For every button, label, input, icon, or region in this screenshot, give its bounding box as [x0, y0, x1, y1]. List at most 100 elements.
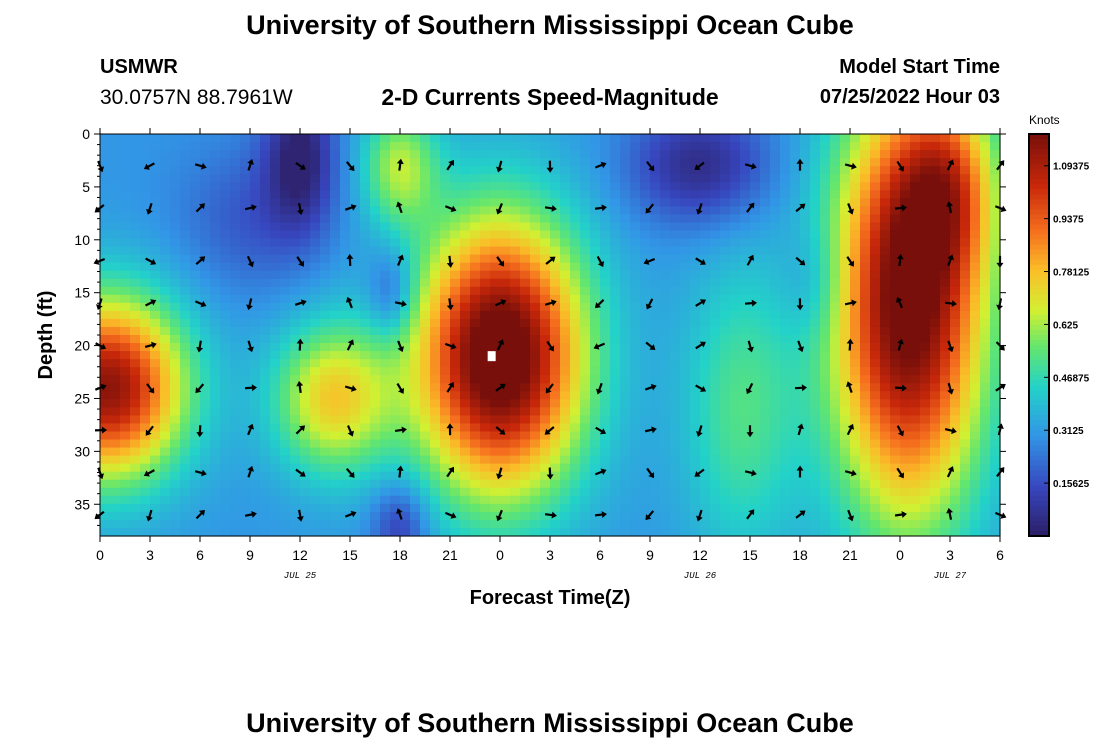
heat-cell — [500, 182, 511, 191]
heat-cell — [440, 471, 451, 481]
heat-cell — [300, 527, 311, 537]
heat-cell — [100, 399, 111, 408]
y-tick-label: 30 — [74, 443, 90, 459]
heat-cell — [410, 503, 421, 513]
heat-cell — [570, 134, 581, 143]
heat-cell — [780, 463, 791, 473]
heat-cell — [340, 190, 351, 199]
heat-cell — [520, 391, 531, 400]
heat-cell — [400, 286, 411, 296]
heat-cell — [170, 294, 181, 304]
heat-cell — [940, 439, 951, 449]
heat-cell — [670, 391, 681, 400]
heat-cell — [310, 447, 321, 457]
heat-cell — [240, 238, 251, 248]
heat-cell — [860, 190, 871, 199]
heat-cell — [890, 134, 901, 143]
heat-cell — [920, 407, 931, 416]
heat-cell — [940, 254, 951, 264]
heat-cell — [480, 302, 491, 312]
heat-cell — [100, 326, 111, 336]
heat-cell — [830, 479, 841, 489]
heat-cell — [690, 262, 701, 272]
heat-cell — [650, 423, 661, 433]
heat-cell — [330, 367, 341, 376]
heat-cell — [540, 198, 551, 207]
heat-cell — [250, 302, 261, 312]
heat-cell — [910, 158, 921, 167]
heat-cell — [290, 343, 301, 352]
heat-cell — [740, 278, 751, 288]
heat-cell — [380, 206, 391, 215]
heat-cell — [290, 359, 301, 368]
heat-cell — [530, 335, 541, 344]
heat-cell — [500, 206, 511, 215]
heat-cell — [520, 150, 531, 159]
heat-cell — [610, 262, 621, 272]
heat-cell — [790, 150, 801, 159]
heat-cell — [200, 150, 211, 159]
heat-cell — [190, 302, 201, 312]
heat-cell — [870, 471, 881, 481]
heat-cell — [510, 190, 521, 199]
heat-cell — [270, 198, 281, 207]
heat-cell — [470, 294, 481, 304]
heat-cell — [850, 463, 861, 473]
heat-cell — [850, 158, 861, 167]
heat-cell — [370, 158, 381, 167]
heat-cell — [530, 487, 541, 497]
heat-cell — [730, 262, 741, 272]
heat-cell — [500, 142, 511, 151]
heat-cell — [900, 142, 911, 151]
heat-cell — [280, 399, 291, 408]
heat-cell — [280, 254, 291, 264]
heat-cell — [540, 294, 551, 304]
heat-cell — [180, 182, 191, 191]
heat-cell — [670, 407, 681, 416]
heat-cell — [100, 375, 111, 384]
heat-cell — [180, 190, 191, 199]
heat-cell — [430, 479, 441, 489]
heat-cell — [900, 471, 911, 481]
heat-cell — [590, 286, 601, 296]
heat-cell — [960, 230, 971, 240]
heat-cell — [640, 246, 651, 256]
heat-cell — [440, 383, 451, 392]
heat-cell — [440, 343, 451, 352]
heat-cell — [870, 238, 881, 248]
colorbar-segment — [1029, 184, 1049, 190]
heat-cell — [680, 463, 691, 473]
heat-cell — [110, 166, 121, 175]
heat-cell — [920, 511, 931, 521]
heat-cell — [600, 214, 611, 224]
current-vector — [894, 511, 907, 518]
heat-cell — [520, 302, 531, 312]
heat-cell — [580, 270, 591, 280]
heat-cell — [460, 503, 471, 513]
heat-cell — [270, 391, 281, 400]
heat-cell — [350, 246, 361, 256]
heat-cell — [970, 238, 981, 248]
heat-cell — [190, 407, 201, 416]
heat-cell — [560, 359, 571, 368]
heat-cell — [150, 150, 161, 159]
heat-cell — [500, 511, 511, 521]
heat-cell — [660, 503, 671, 513]
heat-cell — [250, 150, 261, 159]
heat-cell — [710, 230, 721, 240]
heat-cell — [770, 278, 781, 288]
heat-cell — [170, 527, 181, 537]
heat-cell — [220, 519, 231, 529]
heat-cell — [540, 455, 551, 465]
heat-cell — [430, 270, 441, 280]
heat-cell — [640, 278, 651, 288]
heat-cell — [600, 495, 611, 505]
heat-cell — [380, 270, 391, 280]
current-vector — [694, 161, 705, 170]
heat-cell — [530, 230, 541, 240]
heat-cell — [170, 487, 181, 497]
heat-cell — [410, 343, 421, 352]
heat-cell — [290, 423, 301, 433]
heat-cell — [660, 166, 671, 175]
heat-cell — [980, 479, 991, 489]
